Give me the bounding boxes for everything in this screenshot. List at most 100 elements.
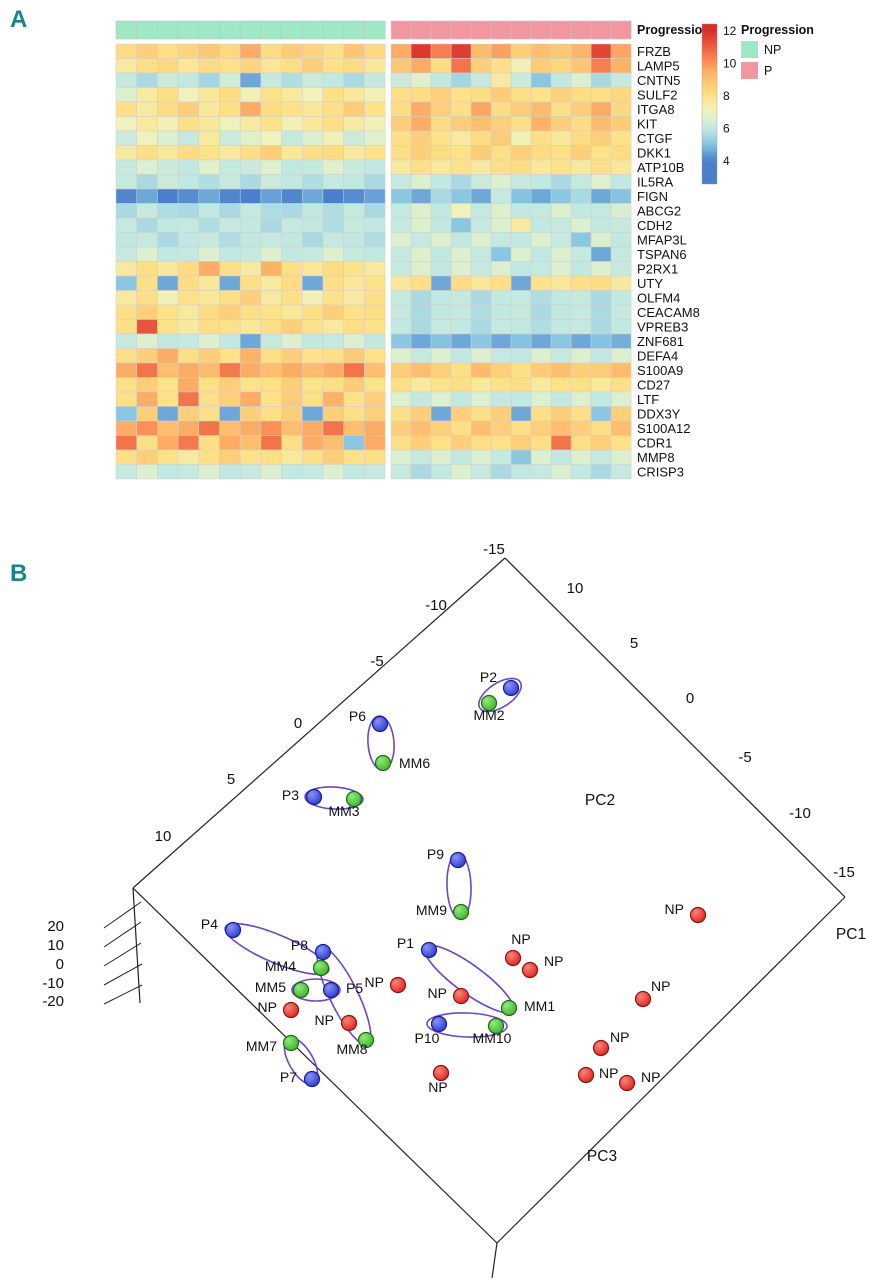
heatmap-cell <box>570 87 592 103</box>
sample-label: NP <box>599 1065 618 1081</box>
heatmap-cell <box>390 435 412 451</box>
heatmap-cell <box>302 362 324 378</box>
heatmap-cell <box>470 435 492 451</box>
heatmap-cell <box>157 232 179 248</box>
heatmap-cell <box>281 435 303 451</box>
annotation-cell <box>450 20 472 40</box>
heatmap-cell <box>281 333 303 349</box>
heatmap-cell <box>610 275 632 291</box>
heatmap-cell <box>510 261 532 277</box>
heatmap-cell <box>136 362 158 378</box>
heatmap-cell <box>343 449 365 465</box>
heatmap-cell <box>343 203 365 219</box>
heatmap-cell <box>281 188 303 204</box>
heatmap-cell <box>364 362 386 378</box>
heatmap-cell <box>570 449 592 465</box>
heatmap-cell <box>510 116 532 132</box>
heatmap-cell <box>364 116 386 132</box>
gene-label: CEACAM8 <box>637 305 700 320</box>
heatmap-cell <box>281 420 303 436</box>
heatmap-cell <box>239 435 262 451</box>
heatmap-cell <box>302 58 324 74</box>
heatmap-cell <box>177 72 200 88</box>
heatmap-cell <box>198 72 220 88</box>
heatmap-cell <box>570 391 592 407</box>
heatmap-cell <box>343 101 365 117</box>
heatmap-cell <box>343 420 365 436</box>
sample-point-mm <box>357 1031 375 1049</box>
heatmap-cell <box>510 435 532 451</box>
heatmap-cell <box>610 420 632 436</box>
heatmap-cell <box>590 72 612 88</box>
heatmap-cell <box>157 464 179 480</box>
heatmap-cell <box>115 362 137 378</box>
heatmap-cell <box>550 362 572 378</box>
sample-point-np <box>282 1001 300 1019</box>
heatmap-cell <box>610 145 632 161</box>
heatmap-cell <box>302 464 324 480</box>
heatmap-cell <box>343 304 365 320</box>
heatmap-cell <box>450 203 472 219</box>
heatmap-cell <box>302 72 324 88</box>
heatmap-cell <box>430 348 452 364</box>
heatmap-cell <box>115 58 137 74</box>
heatmap-cell <box>530 101 552 117</box>
heatmap-cell <box>136 435 158 451</box>
heatmap-cell <box>302 377 324 393</box>
heatmap-cell <box>550 290 572 306</box>
heatmap-cell <box>490 159 512 175</box>
heatmap-cell <box>115 145 137 161</box>
heatmap-cell <box>410 232 432 248</box>
heatmap-cell <box>570 464 592 480</box>
heatmap-cell <box>198 377 220 393</box>
heatmap-cell <box>510 246 532 262</box>
heatmap-cell <box>343 72 365 88</box>
heatmap-cell <box>157 319 179 335</box>
axis-tick-label: 20 <box>47 918 64 935</box>
heatmap-cell <box>364 159 386 175</box>
heatmap-cell <box>490 333 512 349</box>
sample-label: MM2 <box>473 707 504 723</box>
heatmap-cell <box>115 333 137 349</box>
heatmap-cell <box>322 217 344 233</box>
heatmap-cell <box>198 362 220 378</box>
heatmap-cell <box>470 304 492 320</box>
heatmap-cell <box>364 319 386 335</box>
heatmap-cell <box>157 435 179 451</box>
heatmap-cell <box>410 304 432 320</box>
axis-tick-label: 5 <box>630 635 638 652</box>
heatmap-cell <box>570 130 592 146</box>
heatmap-cell <box>198 290 220 306</box>
heatmap-cell <box>364 145 386 161</box>
heatmap-cell <box>530 420 552 436</box>
heatmap-cell <box>510 290 532 306</box>
heatmap-cell <box>390 130 412 146</box>
heatmap-cell <box>590 319 612 335</box>
heatmap-cell <box>470 58 492 74</box>
heatmap-cell <box>390 319 412 335</box>
heatmap-cell <box>302 449 324 465</box>
heatmap-cell <box>570 58 592 74</box>
heatmap-cell <box>136 72 158 88</box>
heatmap-cell <box>610 203 632 219</box>
heatmap-cell <box>450 217 472 233</box>
heatmap-cell <box>390 43 412 59</box>
heatmap-cell <box>550 101 572 117</box>
heatmap-cell <box>550 348 572 364</box>
heatmap-cell <box>343 116 365 132</box>
gene-label: ATP10B <box>637 160 684 175</box>
heatmap-cell <box>570 362 592 378</box>
heatmap-cell <box>590 246 612 262</box>
heatmap-cell <box>450 87 472 103</box>
heatmap-cell <box>430 261 452 277</box>
heatmap-cell <box>157 130 179 146</box>
heatmap-cell <box>157 406 179 422</box>
heatmap-cell <box>364 174 386 190</box>
heatmap-cell <box>470 203 492 219</box>
heatmap-cell <box>490 145 512 161</box>
gene-label: CDR1 <box>637 436 672 451</box>
heatmap-cell <box>410 246 432 262</box>
heatmap-cell <box>610 261 632 277</box>
heatmap-cell <box>364 420 386 436</box>
heatmap-cell <box>198 246 220 262</box>
